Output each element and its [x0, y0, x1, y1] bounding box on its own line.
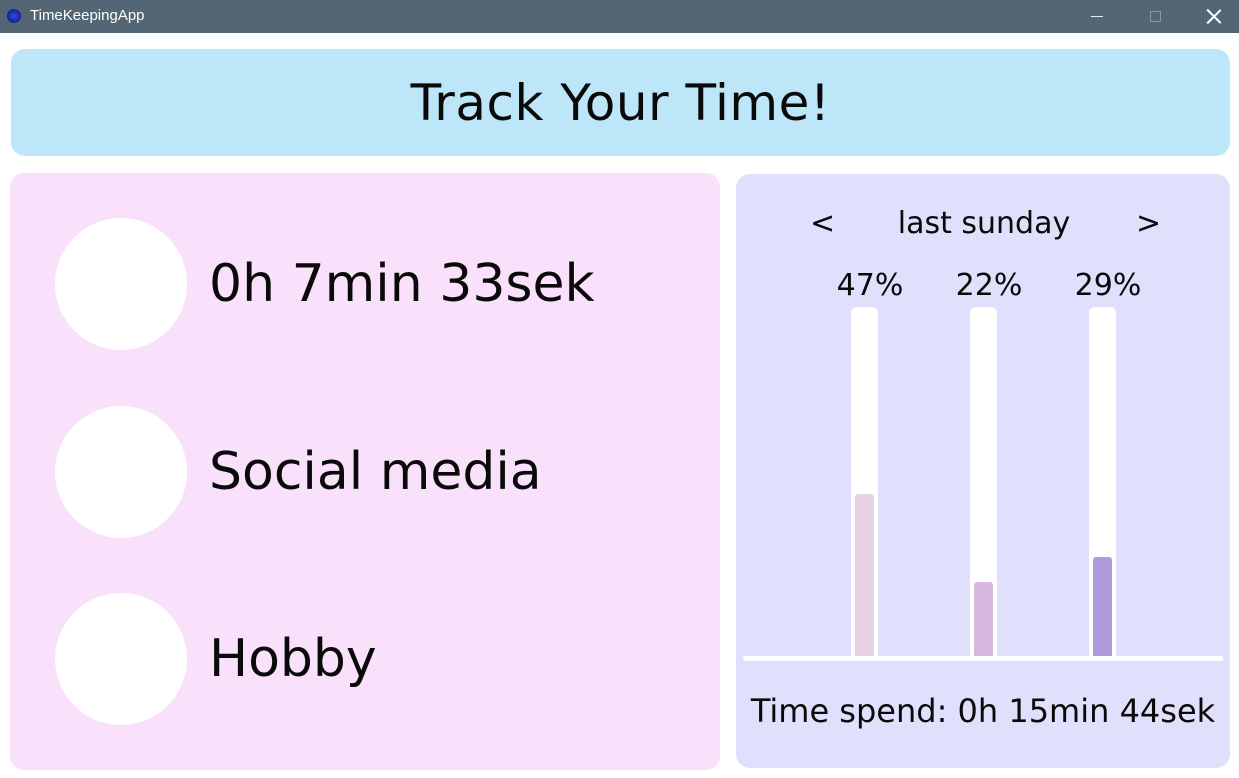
activity-label: Hobby [209, 629, 377, 689]
activity-row-hobby[interactable]: Hobby [55, 593, 695, 725]
activity-toggle-button[interactable] [55, 218, 187, 350]
bar [1093, 557, 1112, 659]
maximize-icon [1149, 11, 1161, 22]
title-bar[interactable]: TimeKeepingApp [0, 0, 1239, 33]
day-label: last sunday [897, 206, 1071, 241]
header-banner: Track Your Time! [11, 49, 1230, 156]
total-time-label: Time spend: 0h 15min 44sek [750, 692, 1216, 730]
bar-track [1089, 307, 1116, 659]
close-icon [1206, 9, 1221, 24]
stats-panel: < last sunday > 47% 22% 29% Time spend: … [736, 174, 1230, 768]
minimize-button[interactable] [1068, 0, 1126, 33]
app-logo-icon [7, 9, 21, 23]
page-title: Track Your Time! [410, 73, 831, 132]
window-title: TimeKeepingApp [30, 7, 145, 24]
previous-day-button[interactable]: < [810, 206, 836, 241]
minimize-icon [1091, 16, 1103, 17]
bar-value-label: 29% [1074, 268, 1142, 303]
bar [855, 494, 874, 659]
activity-label: 0h 7min 33sek [209, 254, 595, 314]
next-day-button[interactable]: > [1136, 206, 1162, 241]
activity-row-timer[interactable]: 0h 7min 33sek [55, 218, 695, 350]
chart-baseline [743, 656, 1223, 661]
bar [974, 582, 993, 659]
bar-track [851, 307, 878, 659]
activity-label: Social media [209, 442, 542, 502]
activity-toggle-button[interactable] [55, 406, 187, 538]
close-button[interactable] [1184, 0, 1239, 33]
activity-panel: 0h 7min 33sek Social media Hobby [10, 173, 720, 770]
bar-value-label: 47% [836, 268, 904, 303]
activity-row-social-media[interactable]: Social media [55, 406, 695, 538]
bar-track [970, 307, 997, 659]
activity-toggle-button[interactable] [55, 593, 187, 725]
bar-value-label: 22% [955, 268, 1023, 303]
maximize-button[interactable] [1126, 0, 1184, 33]
